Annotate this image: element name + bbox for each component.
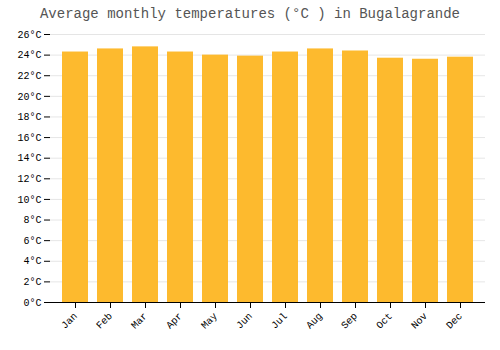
svg-text:Nov: Nov xyxy=(409,311,430,332)
svg-text:0°C: 0°C xyxy=(23,298,41,309)
svg-text:May: May xyxy=(199,311,220,332)
svg-text:6°C: 6°C xyxy=(23,236,41,247)
svg-text:14°C: 14°C xyxy=(17,153,41,164)
svg-text:12°C: 12°C xyxy=(17,174,41,185)
svg-text:Oct: Oct xyxy=(374,311,395,332)
svg-text:8°C: 8°C xyxy=(23,215,41,226)
svg-text:Jun: Jun xyxy=(234,311,255,332)
svg-text:18°C: 18°C xyxy=(17,112,41,123)
svg-text:Mar: Mar xyxy=(129,311,150,332)
svg-text:16°C: 16°C xyxy=(17,133,41,144)
svg-text:Feb: Feb xyxy=(94,311,115,332)
svg-text:Dec: Dec xyxy=(444,311,465,332)
svg-text:26°C: 26°C xyxy=(17,30,41,41)
svg-text:20°C: 20°C xyxy=(17,92,41,103)
svg-text:Aug: Aug xyxy=(304,311,325,332)
svg-text:4°C: 4°C xyxy=(23,256,41,267)
svg-text:Apr: Apr xyxy=(164,311,185,332)
svg-text:24°C: 24°C xyxy=(17,50,41,61)
svg-text:Sep: Sep xyxy=(339,311,360,332)
svg-text:Jan: Jan xyxy=(59,311,80,332)
svg-text:Jul: Jul xyxy=(269,311,290,332)
html-text:Average monthly temperatures (: Average monthly temperatures (°C ) in Bu… xyxy=(40,6,460,22)
svg-text:22°C: 22°C xyxy=(17,71,41,82)
svg-text:2°C: 2°C xyxy=(23,277,41,288)
svg-text:10°C: 10°C xyxy=(17,195,41,206)
